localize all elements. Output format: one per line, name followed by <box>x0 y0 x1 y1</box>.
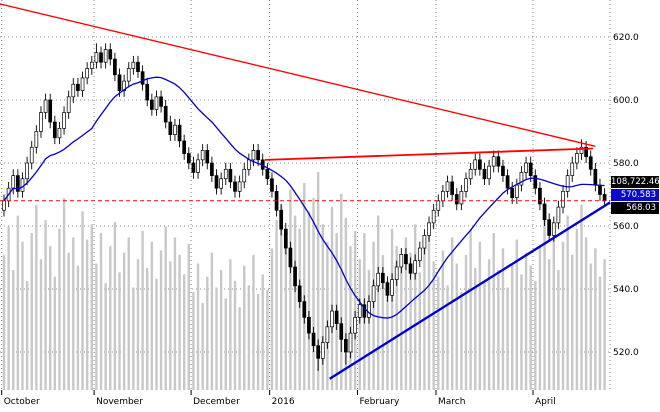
flat-resistance-trendline <box>264 147 594 161</box>
descending-resistance-trendline <box>0 3 596 147</box>
price-tag-last-close: 568.03 <box>611 202 659 214</box>
price-tag-upper: 108,722.46 <box>611 176 660 188</box>
x-axis-label: October <box>4 397 40 407</box>
volume-bars <box>2 172 606 390</box>
ascending-support-trendline <box>329 201 611 380</box>
y-axis-label: 540.0 <box>613 285 639 295</box>
y-axis-label: 620.0 <box>613 33 639 43</box>
price-tag-ma-value: 570.583 <box>611 189 659 201</box>
y-axis-label: 580.0 <box>613 159 639 169</box>
x-axis-label: February <box>359 397 400 407</box>
y-axis-label: 560.0 <box>613 222 639 232</box>
candles <box>2 43 607 371</box>
x-axis-label: November <box>96 397 143 407</box>
moving-average-line <box>3 76 605 319</box>
y-axis-label: 520.0 <box>613 348 639 358</box>
x-axis-labels: October November December 2016 February March… <box>1 390 556 407</box>
x-axis-label: April <box>535 397 556 407</box>
x-axis-label: 2016 <box>272 397 295 407</box>
y-axis-label: 600.0 <box>613 96 639 106</box>
x-axis-label: March <box>438 397 465 407</box>
x-axis-label: December <box>193 397 240 407</box>
y-axis-labels: 620.0 600.0 580.0 560.0 540.0 520.0 <box>613 33 639 358</box>
